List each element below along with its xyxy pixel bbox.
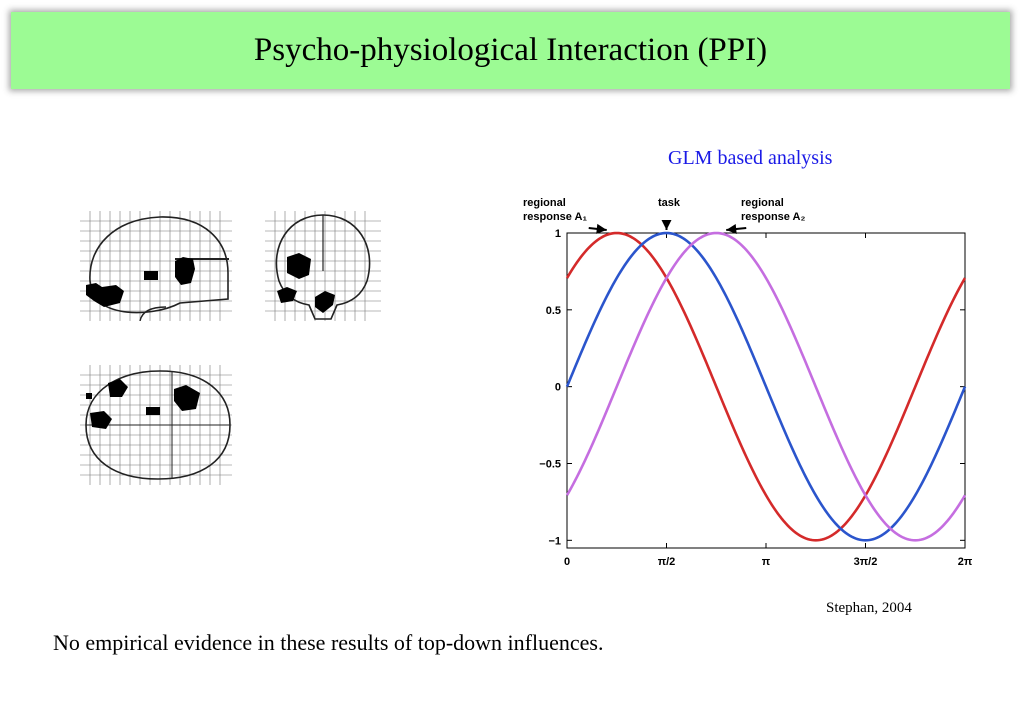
footnote-text: No empirical evidence in these results o… [53, 630, 604, 655]
y-tick-label: −1 [548, 535, 561, 547]
annotation-arrowhead [726, 224, 737, 234]
sine-chart: regional response A₁ task regional response … [523, 197, 973, 568]
y-tick-label: 0 [555, 382, 561, 394]
annotation-arrowhead [661, 220, 672, 230]
title-banner: Psycho-physiological Interaction (PPI) [11, 12, 1010, 89]
x-tick-label: 3π/2 [854, 556, 878, 568]
x-tick-label: 0 [564, 556, 570, 568]
annotation-arrowhead [596, 223, 607, 234]
annotation-label-regional-A2: regional [741, 197, 784, 209]
series-line-regional-A2 [565, 231, 967, 542]
annotation-label-regional-A1: regional [523, 197, 566, 209]
x-tick-label: 2π [958, 556, 973, 568]
series-line-task [565, 231, 967, 542]
y-tick-label: 0.5 [546, 305, 561, 317]
x-tick-label: π/2 [658, 556, 676, 568]
y-tick-label: −0.5 [539, 458, 561, 470]
slide-title: Psycho-physiological Interaction (PPI) [253, 32, 768, 68]
brain-sagittal-image [80, 211, 232, 321]
y-tick-label: 1 [555, 228, 561, 240]
axis-ticks: 10.50−0.5−10 π/2 π 3π/2 2π [539, 228, 973, 568]
x-tick-label: π [762, 556, 771, 568]
chart-series [565, 231, 967, 542]
annotation-sublabel-regional-A1: response A₁ [523, 211, 588, 223]
annotation-label-task: task [658, 197, 681, 209]
brain-coronal-image [265, 211, 381, 321]
brain-axial-image [80, 365, 232, 485]
series-line-regional-A1 [565, 231, 967, 542]
annotation-sublabel-regional-A2: response A₂ [741, 211, 806, 223]
chart-subtitle: GLM based analysis [668, 147, 833, 169]
citation: Stephan, 2004 [826, 600, 912, 616]
chart-annotations: regional response A₁ task regional response … [523, 197, 806, 234]
